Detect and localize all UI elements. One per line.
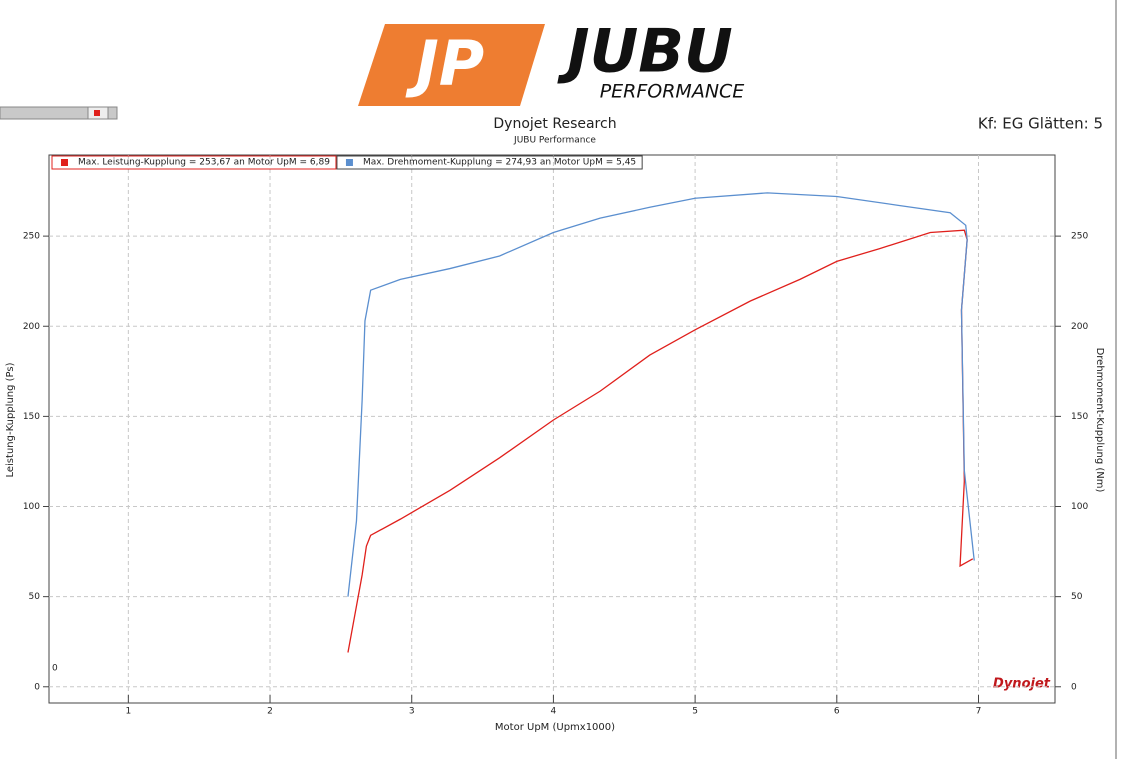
series-line — [347, 229, 974, 653]
logo-mark: JP — [405, 27, 485, 100]
plot-frame — [48, 154, 1056, 704]
y2-axis-label: Drehmoment-Kupplung (Nm) — [1094, 348, 1105, 493]
annotation: 0 — [52, 664, 58, 674]
y2-tick-label: 50 — [1071, 592, 1083, 602]
y-axis-label: Leistung-Kupplung (Ps) — [5, 362, 16, 477]
y-tick-label: 250 — [23, 232, 40, 242]
legend-swatch — [345, 159, 353, 166]
chart-subtitle: JUBU Performance — [513, 136, 596, 146]
y-tick-label: 100 — [23, 502, 40, 512]
y-tick-label: 50 — [29, 592, 41, 602]
y2-tick-label: 200 — [1071, 322, 1088, 332]
x-axis-label: Motor UpM (Upmx1000) — [495, 722, 615, 733]
y-tick-label: 200 — [23, 322, 40, 332]
x-tick-label: 4 — [551, 707, 557, 717]
legend-box — [336, 155, 643, 170]
x-tick-label: 3 — [409, 707, 415, 717]
y2-tick-label: 100 — [1071, 502, 1088, 512]
x-tick-label: 5 — [692, 707, 698, 717]
smoothing: Kf: EG Glätten: 5 — [978, 115, 1103, 133]
y2-tick-label: 150 — [1071, 412, 1088, 422]
x-tick-label: 2 — [267, 707, 273, 717]
y-tick-label: 150 — [23, 412, 40, 422]
y-tick-label: 0 — [34, 682, 40, 692]
legend-label: Max. Drehmoment-Kupplung = 274,93 an Mot… — [363, 158, 636, 168]
y2-tick-label: 0 — [1071, 682, 1077, 692]
legend-label: Max. Leistung-Kupplung = 253,67 an Motor… — [78, 158, 330, 168]
logo-badge — [358, 24, 545, 106]
logo-sub: PERFORMANCE — [600, 81, 745, 103]
legend-box — [51, 155, 337, 170]
x-tick-label: 6 — [834, 707, 840, 717]
series-line — [347, 192, 975, 597]
x-tick-label: 1 — [125, 707, 131, 717]
logo-name: JUBU — [557, 17, 733, 87]
legend-swatch — [61, 159, 68, 166]
x-tick-label: 7 — [976, 707, 982, 717]
y2-tick-label: 250 — [1071, 232, 1088, 242]
watermark: Dynojet — [993, 677, 1051, 692]
slider-marker — [94, 110, 100, 116]
chart-title: Dynojet Research — [493, 116, 616, 132]
